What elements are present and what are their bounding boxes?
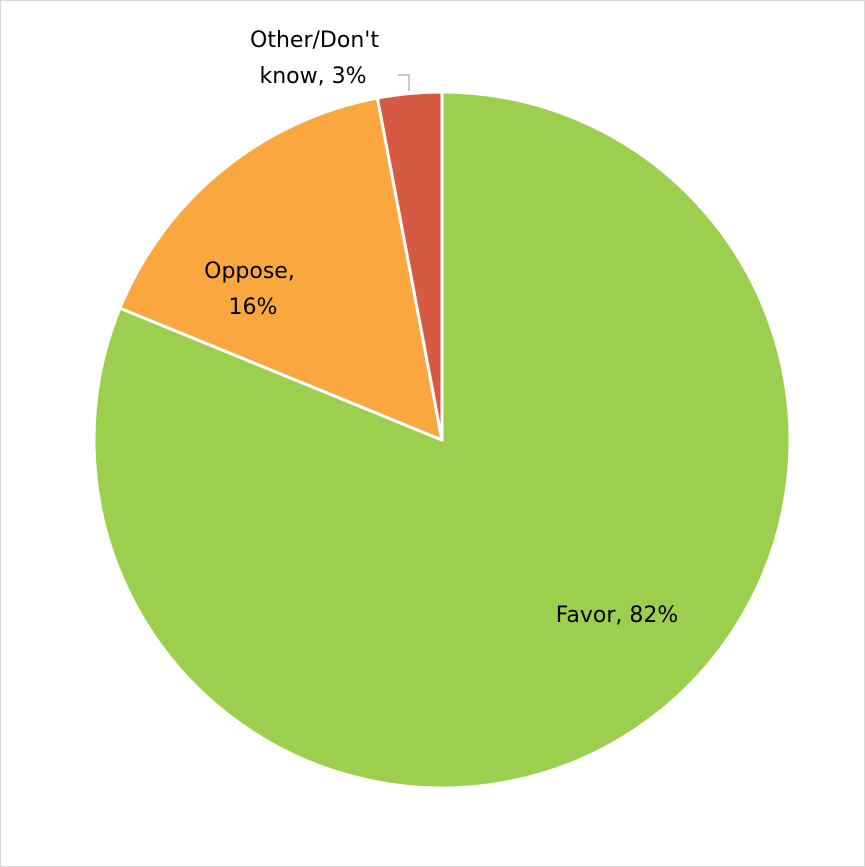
pie-slice-oppose — [118, 96, 444, 442]
label-other: Other/Don't know, 3% — [250, 28, 386, 89]
leader-line-other — [398, 74, 410, 91]
label-other-line-2: know, 3% — [259, 64, 366, 89]
label-oppose-line-1: Oppose, — [204, 259, 295, 284]
label-oppose-line-2: 16% — [229, 295, 278, 320]
label-oppose: Oppose, 16% — [204, 259, 302, 320]
label-favor: Favor, 82% — [556, 603, 679, 628]
label-other-line-1: Other/Don't — [250, 28, 379, 53]
pie-slice-other — [375, 90, 444, 442]
